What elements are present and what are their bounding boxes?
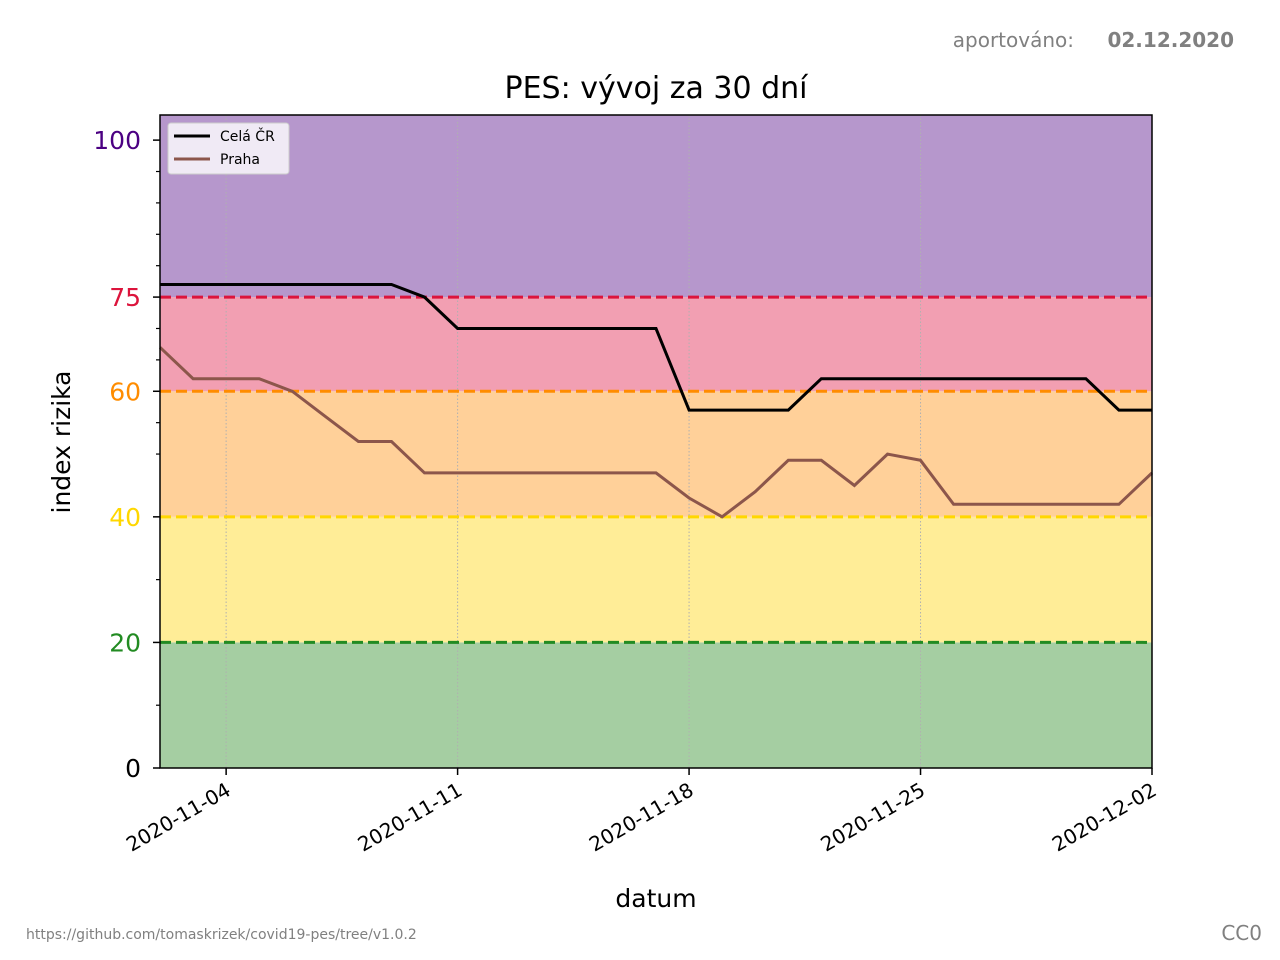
y-tick-label-1: 20 <box>109 628 141 657</box>
chart-title: PES: vývoj za 30 dní <box>505 71 810 106</box>
y-axis: 0 20 40 60 75 100 <box>93 126 160 783</box>
y-tick-label-5: 100 <box>93 126 141 155</box>
x-tick-label-2: 2020-11-18 <box>585 778 698 857</box>
y-tick-label-0: 0 <box>125 754 141 783</box>
x-tick-label-4: 2020-12-02 <box>1048 778 1161 857</box>
risk-band-3 <box>160 297 1152 392</box>
legend-label-1: Praha <box>220 152 260 168</box>
license-label: CC0 <box>1221 921 1262 945</box>
y-tick-label-2: 40 <box>109 503 141 532</box>
x-axis: 2020-11-04 2020-11-11 2020-11-18 2020-11-25… <box>122 768 1161 856</box>
reported-date: 02.12.2020 <box>1107 28 1234 52</box>
y-tick-label-4: 75 <box>109 283 141 312</box>
risk-band-2 <box>160 391 1152 517</box>
risk-band-1 <box>160 516 1152 643</box>
y-tick-label-3: 60 <box>109 377 141 406</box>
legend: Celá ČR Praha <box>167 122 290 175</box>
threshold-lines <box>160 295 1152 644</box>
reported-label: aportováno: <box>952 28 1074 52</box>
x-axis-title: datum <box>615 884 696 913</box>
risk-bands <box>160 115 1152 768</box>
y-axis-title: index rizika <box>47 371 76 514</box>
risk-band-0 <box>160 642 1152 768</box>
x-tick-label-0: 2020-11-04 <box>122 778 235 857</box>
source-url: https://github.com/tomaskrizek/covid19-p… <box>26 927 417 943</box>
series-lines <box>158 283 1154 519</box>
plot-frame <box>159 114 1153 769</box>
series-line-0 <box>160 283 1152 412</box>
series-line-1 <box>158 346 1154 519</box>
x-tick-label-1: 2020-11-11 <box>353 778 466 857</box>
risk-band-4 <box>160 115 1152 298</box>
x-tick-label-3: 2020-11-25 <box>816 778 929 857</box>
legend-label-0: Celá ČR <box>220 127 275 145</box>
